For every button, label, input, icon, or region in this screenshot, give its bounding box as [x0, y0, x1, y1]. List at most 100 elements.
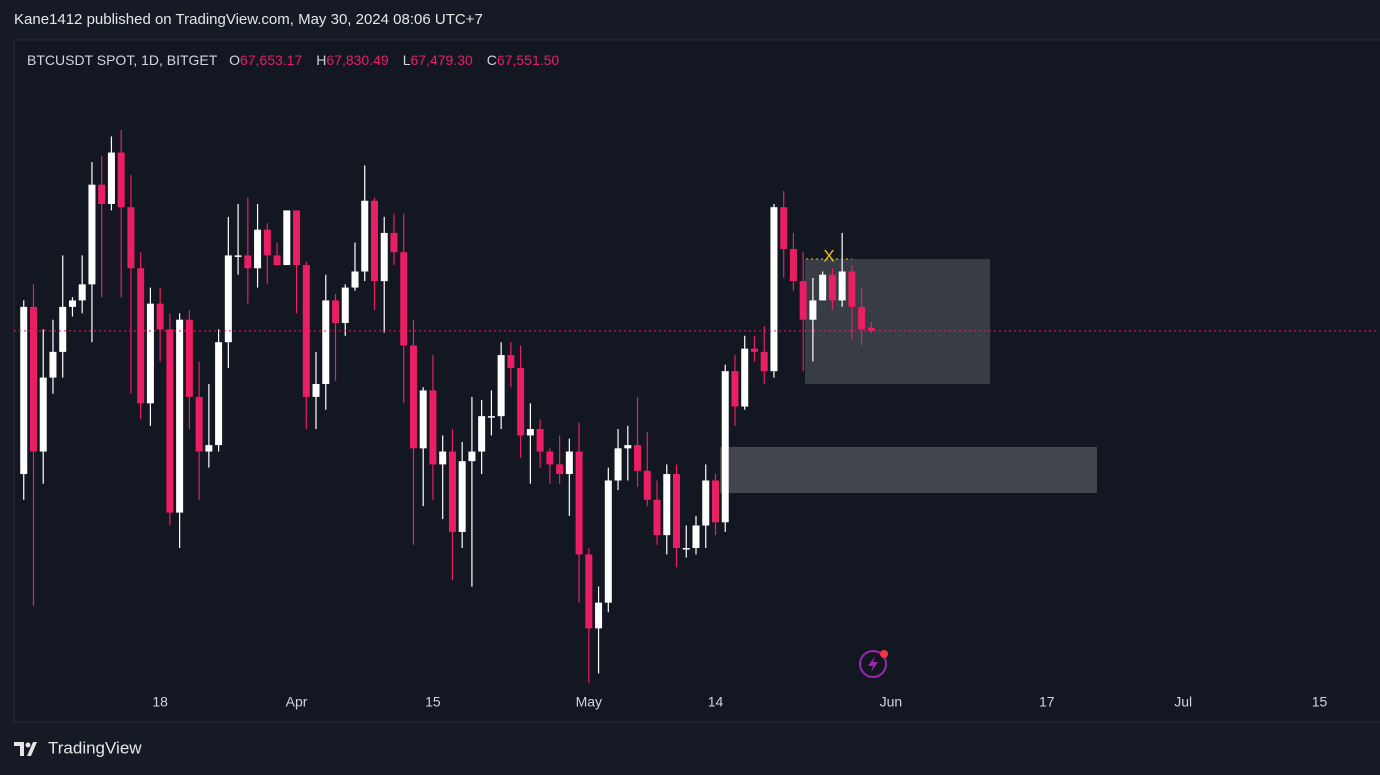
x-tick-label: Jun	[880, 694, 903, 710]
candle-body	[448, 451, 456, 532]
candle-body	[624, 445, 632, 449]
candle-body	[49, 351, 57, 378]
candle-body	[332, 300, 340, 323]
candle-body	[828, 274, 836, 301]
candle-body	[215, 342, 223, 446]
candle-body	[682, 547, 690, 550]
candle-body	[546, 451, 554, 465]
candle-body	[117, 152, 125, 208]
candle-body	[185, 319, 193, 397]
candle-body	[351, 271, 359, 288]
candle-body	[400, 252, 408, 346]
candle-body	[137, 268, 145, 404]
candle-body	[750, 348, 758, 352]
candle-body	[39, 377, 47, 452]
x-tick-label: 14	[708, 694, 724, 710]
candle-body	[867, 327, 875, 331]
candle-body	[643, 470, 651, 500]
x-tick-label: Jul	[1174, 694, 1192, 710]
candle-body	[98, 184, 106, 204]
x-tick-label: May	[576, 694, 602, 710]
candle-body	[789, 248, 797, 282]
alert-icon	[859, 650, 888, 678]
candle-body	[68, 300, 76, 307]
candle-body	[59, 306, 67, 352]
readout-key: C	[487, 52, 497, 68]
candle-body	[760, 351, 768, 372]
candle-body	[468, 451, 476, 462]
candle-body	[858, 306, 866, 330]
candle-body	[634, 445, 642, 471]
candle-body	[711, 480, 719, 523]
candle-body	[20, 306, 28, 475]
candle-body	[702, 480, 710, 526]
x-tick-label: 15	[1312, 694, 1328, 710]
candle-body	[312, 384, 320, 397]
candle-body	[341, 287, 349, 323]
candle-body	[692, 525, 700, 548]
annotation: X	[823, 246, 834, 265]
candle-body	[536, 429, 544, 452]
readout-value: 67,653.17	[240, 52, 302, 68]
candle-body	[497, 355, 505, 417]
x-tick-label: 18	[152, 694, 168, 710]
candle-body	[409, 345, 417, 449]
candle-body	[478, 416, 486, 452]
candle-body	[234, 255, 242, 257]
candle-body	[673, 474, 681, 548]
plot: BTCUSDT SPOT, 1D, BITGET O67,653.17 H67,83…	[14, 52, 1378, 710]
footer-brand: TradingView	[48, 738, 142, 757]
candle-body	[176, 319, 184, 513]
candle-body	[838, 271, 846, 301]
header-text: Kane1412 published on TradingView.com, M…	[14, 11, 483, 28]
logo	[14, 742, 37, 756]
candle-body	[429, 390, 437, 465]
readout-value: 67,479.30	[410, 52, 472, 68]
candle-body	[273, 255, 281, 266]
candle-body	[361, 200, 369, 272]
candle-body	[244, 255, 252, 269]
candle-body	[380, 232, 388, 282]
candle-body	[653, 499, 661, 536]
candle-body	[293, 210, 301, 266]
candle-body	[770, 207, 778, 372]
symbol-readout: BTCUSDT SPOT, 1D, BITGET O67,653.17 H67,83…	[27, 52, 559, 68]
candle-body	[819, 274, 827, 301]
candle-body	[166, 329, 174, 513]
candle-body	[156, 303, 164, 330]
x-tick-label: Apr	[286, 694, 308, 710]
candle-body	[741, 348, 749, 407]
candle-body	[370, 200, 378, 282]
candle-body	[526, 429, 534, 436]
symbol: BTCUSDT SPOT, 1D, BITGET	[27, 52, 218, 68]
candle-body	[517, 367, 525, 436]
candle-body	[263, 229, 271, 256]
zone-box	[720, 447, 1097, 493]
candle-body	[614, 448, 622, 481]
candle-body	[663, 474, 671, 536]
candle-body	[195, 396, 203, 452]
candle-body	[419, 390, 427, 449]
candle-body	[439, 451, 447, 465]
readout-key: H	[316, 52, 326, 68]
candle-body	[146, 303, 154, 404]
candle-body	[127, 207, 135, 269]
candle-body	[799, 281, 807, 320]
candle-body	[458, 461, 466, 532]
readout-value: 67,830.49	[326, 52, 388, 68]
readout-key: O	[229, 52, 240, 68]
candle-body	[283, 210, 291, 266]
candle-body	[78, 284, 86, 301]
candle-body	[224, 255, 232, 343]
candle-body	[604, 480, 612, 603]
candle-body	[302, 265, 310, 397]
chart-panel	[13, 39, 1380, 723]
candle-body	[809, 300, 817, 320]
candle-body	[565, 451, 573, 475]
candle-body	[575, 451, 583, 555]
candle-body	[205, 445, 213, 452]
x-tick-label: 17	[1039, 694, 1055, 710]
candle-body	[254, 229, 262, 269]
